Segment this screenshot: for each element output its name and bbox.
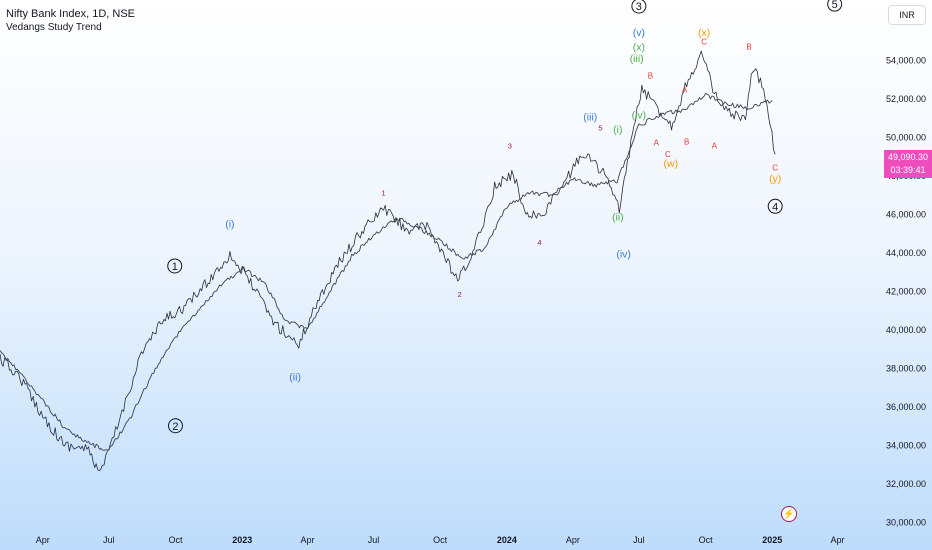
- x-tick-label: Jul: [633, 535, 645, 545]
- y-tick-label: 30,000.00: [886, 518, 926, 528]
- wave-circle: [167, 418, 183, 434]
- wave-label: A: [654, 139, 660, 148]
- wave-label: 1: [382, 189, 386, 198]
- wave-number: 1: [172, 261, 178, 273]
- wave-label: B: [648, 71, 653, 80]
- y-tick-label: 50,000.00: [886, 133, 926, 143]
- y-tick-label: 34,000.00: [886, 441, 926, 451]
- y-tick-label: 52,000.00: [886, 94, 926, 104]
- last-price-value: 49,090.30: [887, 152, 929, 162]
- wave-number: 3: [636, 1, 642, 13]
- wave-label: (iv): [632, 110, 647, 122]
- wave-label: A: [712, 142, 718, 151]
- last-price-tag: 49,090.30 03:39:41: [884, 150, 932, 178]
- x-tick-label: Oct: [433, 535, 448, 545]
- wave-number: 5: [832, 0, 838, 11]
- wave-label: (ii): [612, 212, 624, 224]
- y-tick-label: 44,000.00: [886, 248, 926, 258]
- price-lines: [0, 50, 776, 472]
- wave-label: C: [772, 164, 778, 173]
- x-tick-label: Apr: [36, 535, 50, 545]
- x-tick-label: 2024: [497, 535, 517, 545]
- wave-label: 5: [598, 123, 602, 132]
- y-tick-label: 54,000.00: [886, 56, 926, 66]
- x-tick-label: Jul: [368, 535, 380, 545]
- wave-label-4-circled: 4: [767, 198, 783, 214]
- x-tick-label: Oct: [699, 535, 714, 545]
- wave-label: (i): [613, 124, 622, 136]
- wave-label: (i): [225, 218, 234, 230]
- wave-label: B: [746, 42, 751, 51]
- wave-label: (y): [769, 173, 781, 185]
- wave-label: A: [682, 86, 688, 95]
- y-tick-label: 36,000.00: [886, 402, 926, 412]
- wave-label: (iii): [630, 53, 644, 65]
- wave-label-5-circled: 5: [827, 0, 843, 12]
- x-tick-label: 2023: [232, 535, 252, 545]
- wave-label-2-circled: 2: [167, 418, 183, 434]
- x-tick-label: 2025: [762, 535, 782, 545]
- indicator-name: Vedangs Study Trend: [6, 22, 102, 33]
- bar-countdown: 03:39:41: [890, 165, 926, 175]
- x-tick-label: Oct: [168, 535, 183, 545]
- x-tick-label: Apr: [566, 535, 580, 545]
- currency-button[interactable]: INR: [888, 5, 926, 25]
- wave-label: (iv): [616, 248, 631, 260]
- wave-label: (iii): [583, 112, 597, 124]
- wave-number: 4: [772, 201, 778, 213]
- wave-circle: [167, 258, 183, 274]
- wave-label: (x): [633, 41, 645, 53]
- chart-title: Nifty Bank Index, 1D, NSE: [6, 8, 135, 20]
- trend-series-line: [0, 92, 773, 451]
- y-tick-label: 32,000.00: [886, 479, 926, 489]
- x-tick-label: Jul: [103, 535, 115, 545]
- wave-label: 3: [508, 142, 512, 151]
- wave-label-3-circled: 3: [631, 0, 647, 14]
- y-tick-label: 40,000.00: [886, 325, 926, 335]
- wave-number: 2: [172, 421, 178, 433]
- wave-label: (x): [698, 27, 710, 39]
- wave-circle: [767, 198, 783, 214]
- wave-label: 2: [458, 290, 462, 299]
- wave-circle: [827, 0, 843, 12]
- wave-circle: [631, 0, 647, 14]
- time-axis[interactable]: Apr Jul Oct 2023 Apr Jul Oct 2024 Apr Jul Oct 2025 A…: [36, 535, 845, 545]
- x-tick-label: Apr: [831, 535, 845, 545]
- wave-annotations: 12345(i)(ii)(iii)(iv)(v)(x)(iii)(i)(iv)(…: [167, 0, 843, 434]
- x-tick-label: Apr: [300, 535, 314, 545]
- wave-label: C: [701, 38, 707, 47]
- lightning-icon[interactable]: ⚡: [781, 506, 797, 522]
- wave-label: B: [684, 138, 689, 147]
- wave-label: (v): [633, 27, 645, 39]
- y-tick-label: 46,000.00: [886, 210, 926, 220]
- y-tick-label: 42,000.00: [886, 287, 926, 297]
- wave-label-1-circled: 1: [167, 258, 183, 274]
- wave-label: C: [665, 150, 671, 159]
- y-tick-label: 38,000.00: [886, 364, 926, 374]
- price-axis[interactable]: 30,000.00 32,000.00 34,000.00 36,000.00 38,0…: [886, 56, 926, 528]
- wave-label: 4: [537, 238, 541, 247]
- wave-label: (ii): [289, 372, 301, 384]
- wave-label: (w): [663, 158, 678, 170]
- price-series-line: [0, 50, 776, 472]
